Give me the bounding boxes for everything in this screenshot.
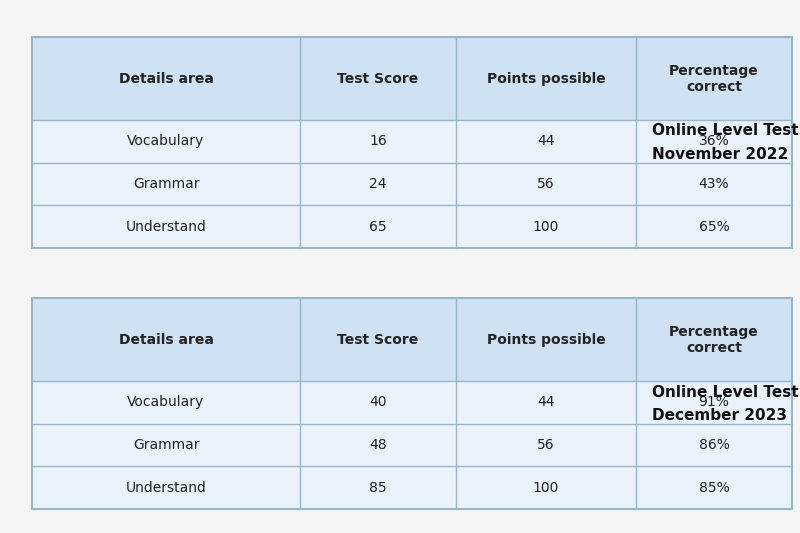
Text: 16: 16 xyxy=(369,134,387,148)
Text: November 2022: November 2022 xyxy=(652,147,788,162)
Text: 36%: 36% xyxy=(698,134,730,148)
Text: Test Score: Test Score xyxy=(338,71,418,86)
Text: Vocabulary: Vocabulary xyxy=(127,395,205,409)
Text: Understand: Understand xyxy=(126,481,206,495)
Bar xyxy=(32,466,792,509)
Text: 85: 85 xyxy=(369,481,387,495)
Text: Grammar: Grammar xyxy=(133,177,199,191)
Bar xyxy=(32,163,792,205)
Text: Points possible: Points possible xyxy=(486,71,606,86)
Text: Details area: Details area xyxy=(118,333,214,347)
Text: Test Score: Test Score xyxy=(338,333,418,347)
Text: 85%: 85% xyxy=(698,481,730,495)
Text: 86%: 86% xyxy=(698,438,730,452)
Text: Points possible: Points possible xyxy=(486,333,606,347)
Text: 65: 65 xyxy=(369,220,387,233)
Text: 100: 100 xyxy=(533,220,559,233)
Text: Grammar: Grammar xyxy=(133,438,199,452)
Text: Vocabulary: Vocabulary xyxy=(127,134,205,148)
Text: 44: 44 xyxy=(538,134,554,148)
Text: 40: 40 xyxy=(370,395,386,409)
Bar xyxy=(32,424,792,466)
Bar xyxy=(32,37,792,248)
Text: Online Level Test: Online Level Test xyxy=(652,123,798,139)
Text: December 2023: December 2023 xyxy=(652,408,787,423)
Text: Online Level Test: Online Level Test xyxy=(652,384,798,400)
Text: 91%: 91% xyxy=(698,395,730,409)
Text: 48: 48 xyxy=(369,438,387,452)
Text: 56: 56 xyxy=(537,177,555,191)
Text: Percentage
correct: Percentage correct xyxy=(669,325,759,355)
Bar xyxy=(32,120,792,163)
Bar xyxy=(32,381,792,424)
Text: 56: 56 xyxy=(537,438,555,452)
Text: Details area: Details area xyxy=(118,71,214,86)
Text: 43%: 43% xyxy=(698,177,730,191)
Text: 44: 44 xyxy=(538,395,554,409)
Text: 24: 24 xyxy=(370,177,386,191)
Bar xyxy=(32,298,792,509)
Text: Percentage
correct: Percentage correct xyxy=(669,63,759,94)
Text: 65%: 65% xyxy=(698,220,730,233)
Text: Understand: Understand xyxy=(126,220,206,233)
Bar xyxy=(32,298,792,381)
Text: 100: 100 xyxy=(533,481,559,495)
Bar xyxy=(32,37,792,120)
Bar xyxy=(32,205,792,248)
